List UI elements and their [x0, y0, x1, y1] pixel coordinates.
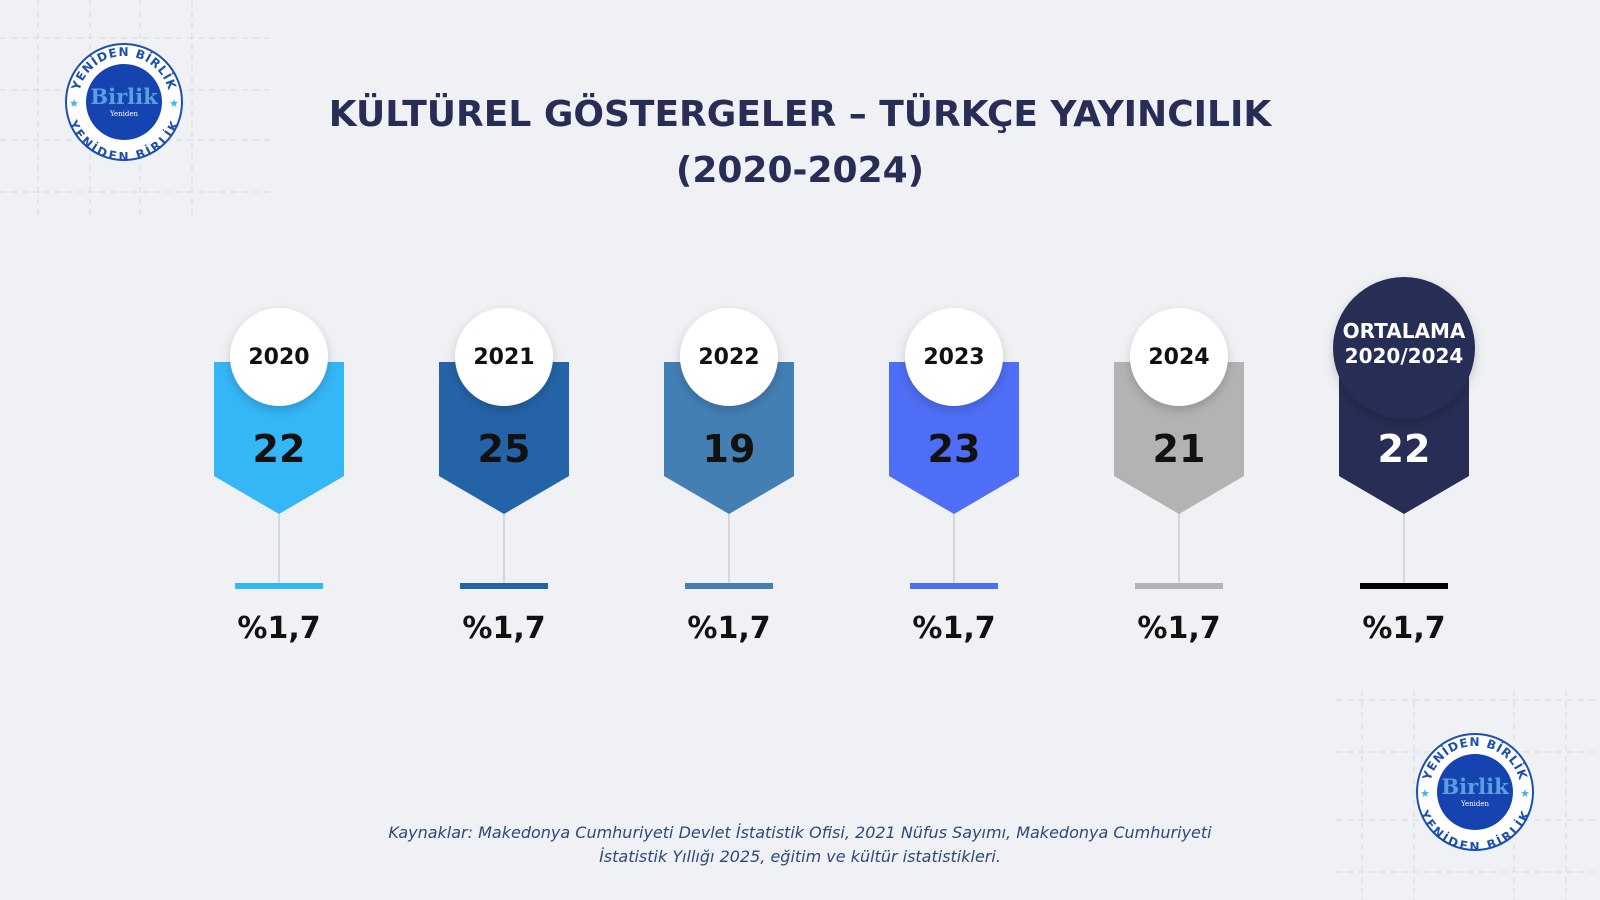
- logo-inner: [86, 64, 162, 140]
- value: 23: [928, 427, 981, 471]
- underline-bar: [1360, 583, 1448, 589]
- year-label: 2020/2024: [1345, 344, 1464, 368]
- logo-star: ★: [169, 97, 179, 110]
- source-line: İstatistik Yıllığı 2025, eğitim ve kültü…: [599, 847, 1001, 866]
- logo-subname: Yeniden: [1460, 800, 1490, 808]
- label-circle: [230, 308, 328, 406]
- year-label: 2020: [248, 345, 309, 370]
- source-line: Kaynaklar: Makedonya Cumhuriyeti Devlet …: [388, 823, 1212, 842]
- shield: [214, 362, 344, 514]
- shield: [1114, 362, 1244, 514]
- indicator: 2021 25 %1,7: [439, 308, 569, 646]
- label-circle: [680, 308, 778, 406]
- shield: [439, 362, 569, 514]
- label-circle: [1130, 308, 1228, 406]
- indicator: 2022 19 %1,7: [664, 308, 794, 646]
- logo-star: ★: [69, 97, 79, 110]
- share: %1,7: [462, 611, 545, 646]
- shield: [889, 362, 1019, 514]
- logo-inner: [1437, 754, 1513, 830]
- year-label: 2023: [923, 345, 984, 370]
- share: %1,7: [1362, 611, 1445, 646]
- indicator: 2020 22 %1,7: [214, 308, 344, 646]
- underline-bar: [685, 583, 773, 589]
- year-label: 2022: [698, 345, 759, 370]
- value: 19: [703, 427, 756, 471]
- shield: [664, 362, 794, 514]
- logo-star: ★: [1420, 787, 1430, 800]
- share: %1,7: [912, 611, 995, 646]
- share: %1,7: [1137, 611, 1220, 646]
- year-label: 2024: [1148, 345, 1209, 370]
- logo-name: Birlik: [1441, 774, 1509, 799]
- indicator: 2024 21 %1,7: [1114, 308, 1244, 646]
- share: %1,7: [687, 611, 770, 646]
- value: 22: [253, 427, 306, 471]
- logo-name: Birlik: [90, 84, 158, 109]
- share: %1,7: [237, 611, 320, 646]
- underline-bar: [1135, 583, 1223, 589]
- underline-bar: [460, 583, 548, 589]
- underline-bar: [235, 583, 323, 589]
- label-circle: [905, 308, 1003, 406]
- year-label: 2021: [473, 345, 534, 370]
- label-circle: [1333, 277, 1475, 419]
- logo-star: ★: [1520, 787, 1530, 800]
- value: 21: [1153, 427, 1206, 471]
- label-circle: [455, 308, 553, 406]
- value: 25: [478, 427, 531, 471]
- title-line: KÜLTÜREL GÖSTERGELER – TÜRKÇE YAYINCILIK: [329, 93, 1273, 135]
- indicator: 2023 23 %1,7: [889, 308, 1019, 646]
- value: 22: [1378, 427, 1431, 471]
- logo-subname: Yeniden: [109, 110, 139, 118]
- underline-bar: [910, 583, 998, 589]
- year-label: ORTALAMA: [1343, 319, 1466, 343]
- title-line: (2020-2024): [676, 150, 924, 191]
